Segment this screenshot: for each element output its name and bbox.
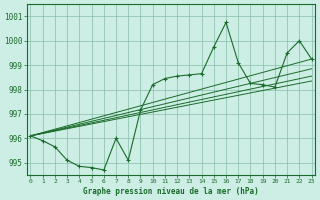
X-axis label: Graphe pression niveau de la mer (hPa): Graphe pression niveau de la mer (hPa) bbox=[83, 187, 259, 196]
